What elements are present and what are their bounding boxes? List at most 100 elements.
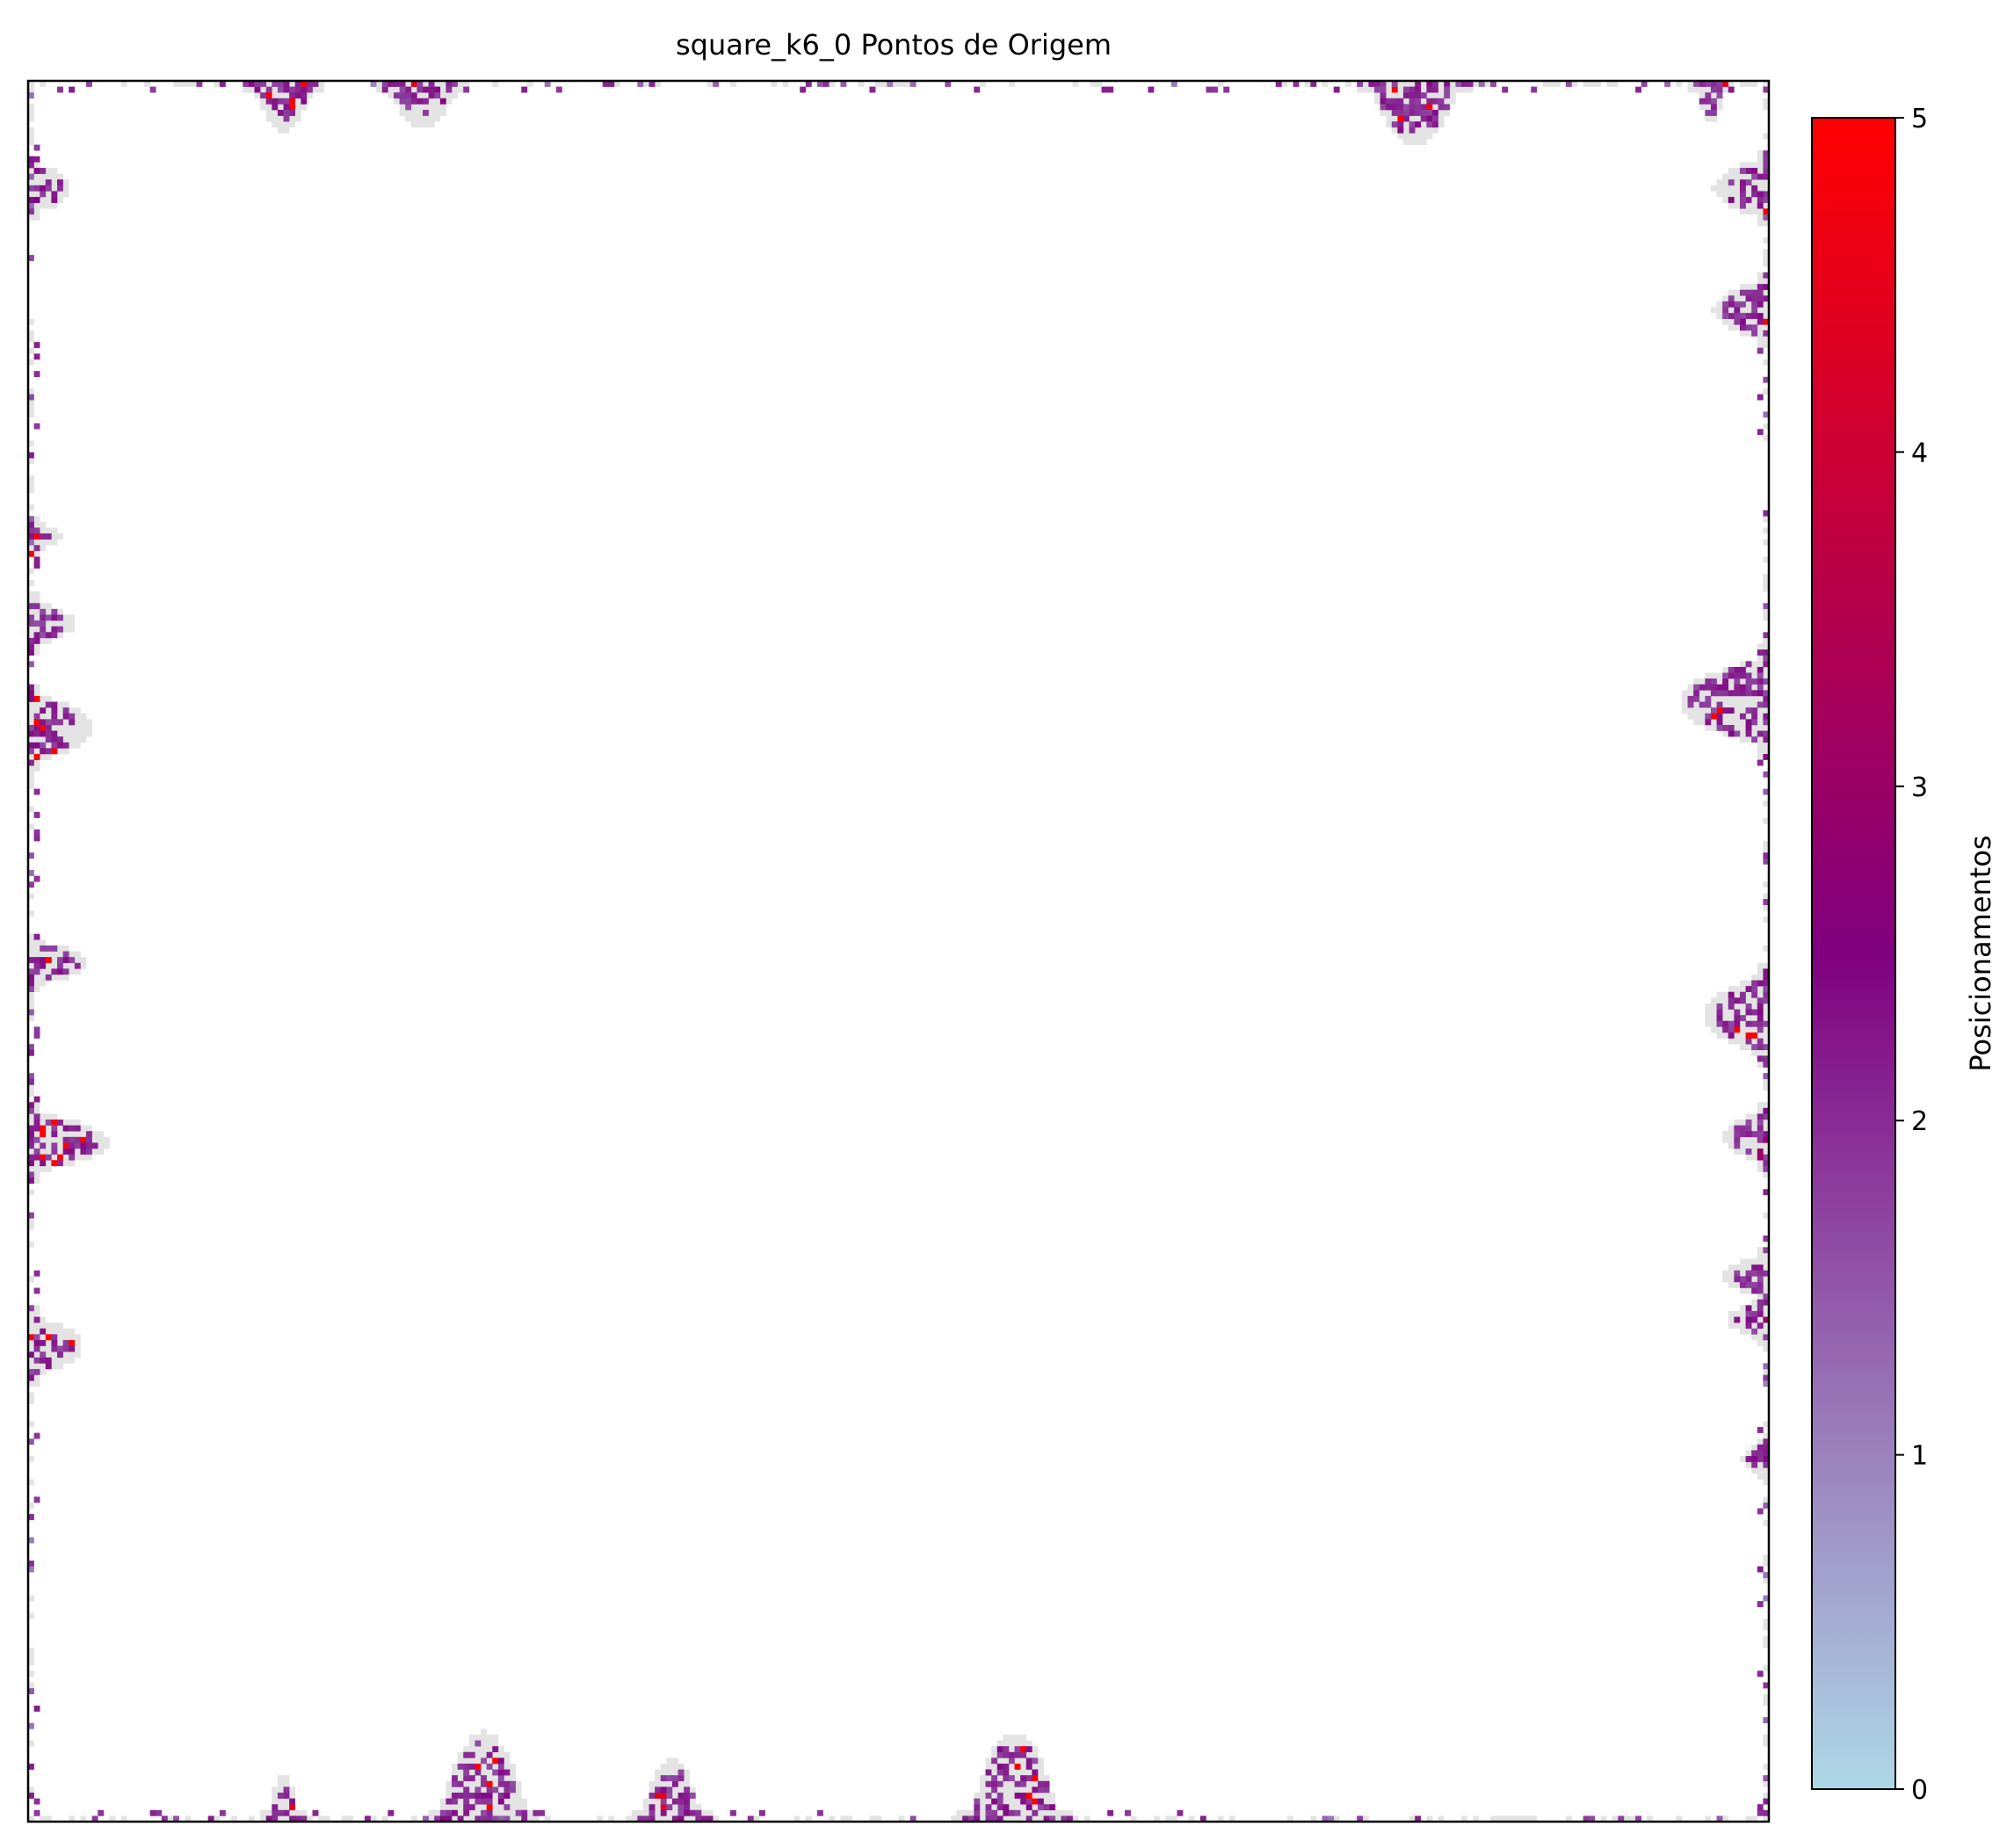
heatmap-halo-cell xyxy=(1554,81,1561,87)
heatmap-cell xyxy=(1043,1804,1050,1811)
heatmap-cell xyxy=(1728,1026,1735,1033)
heatmap-cell xyxy=(33,637,40,644)
heatmap-cell xyxy=(33,835,40,842)
heatmap-halo-cell xyxy=(660,1780,667,1787)
heatmap-cell xyxy=(1373,86,1380,93)
heatmap-cell xyxy=(1734,1009,1741,1016)
heatmap-cell xyxy=(1763,318,1770,325)
heatmap-cell xyxy=(1710,104,1717,111)
heatmap-halo-cell xyxy=(642,1809,649,1816)
heatmap-cell xyxy=(28,974,34,981)
heatmap-cell xyxy=(1380,104,1387,111)
heatmap-cell xyxy=(1705,110,1712,116)
heatmap-cell xyxy=(974,1804,981,1811)
heatmap-halo-cell xyxy=(1449,86,1456,93)
heatmap-halo-cell xyxy=(40,603,47,610)
heatmap-cell xyxy=(1426,81,1433,87)
heatmap-halo-cell xyxy=(1037,1769,1044,1776)
heatmap-halo-cell xyxy=(28,133,34,140)
heatmap-cell xyxy=(840,81,847,87)
heatmap-cell xyxy=(1426,104,1433,111)
heatmap-cell xyxy=(1757,1009,1764,1016)
heatmap-halo-cell xyxy=(57,724,63,731)
heatmap-cell xyxy=(1757,730,1764,737)
heatmap-halo-cell xyxy=(45,608,52,615)
heatmap-cell xyxy=(1745,289,1752,296)
heatmap-halo-cell xyxy=(510,1804,516,1811)
heatmap-cell xyxy=(1757,1276,1764,1283)
heatmap-cell xyxy=(74,1136,81,1143)
heatmap-halo-cell xyxy=(1728,1136,1735,1143)
heatmap-cell xyxy=(399,92,406,99)
heatmap-halo-cell xyxy=(28,777,34,784)
heatmap-halo-cell xyxy=(1763,1780,1770,1787)
heatmap-cell xyxy=(1763,678,1770,685)
heatmap-cell xyxy=(1728,724,1735,731)
heatmap-halo-cell xyxy=(45,1136,52,1143)
heatmap-cell xyxy=(1757,394,1764,401)
heatmap-cell xyxy=(481,1757,487,1765)
heatmap-cell xyxy=(1426,121,1433,128)
heatmap-halo-cell xyxy=(28,1323,34,1330)
heatmap-halo-cell xyxy=(33,1160,40,1167)
heatmap-cell xyxy=(1739,1015,1746,1022)
heatmap-halo-cell xyxy=(1757,1461,1764,1468)
heatmap-halo-cell xyxy=(1728,1316,1735,1323)
heatmap-halo-cell xyxy=(62,701,69,708)
heatmap-halo-cell xyxy=(40,753,47,760)
heatmap-halo-cell xyxy=(1763,579,1770,586)
heatmap-halo-cell xyxy=(1281,81,1288,87)
heatmap-halo-cell xyxy=(481,1804,487,1811)
heatmap-halo-cell xyxy=(28,214,34,221)
heatmap-halo-cell xyxy=(45,1131,52,1138)
heatmap-halo-cell xyxy=(28,1479,34,1486)
heatmap-halo-cell xyxy=(40,179,47,186)
heatmap-cell xyxy=(1763,1247,1770,1254)
colorbar-label: Posicionamentos xyxy=(1964,835,1997,1071)
heatmap-cell xyxy=(62,707,69,714)
heatmap-halo-cell xyxy=(1571,81,1578,87)
heatmap-cell xyxy=(1763,661,1770,668)
heatmap-halo-cell xyxy=(74,951,81,958)
heatmap-halo-cell xyxy=(178,81,185,87)
heatmap-halo-cell xyxy=(446,98,453,105)
heatmap-halo-cell xyxy=(40,173,47,180)
heatmap-cell xyxy=(1739,991,1746,998)
heatmap-cell xyxy=(1763,162,1770,169)
heatmap-halo-cell xyxy=(1739,1265,1746,1271)
heatmap-cell xyxy=(283,1809,290,1816)
heatmap-cell xyxy=(648,81,656,87)
heatmap-halo-cell xyxy=(376,86,383,93)
heatmap-halo-cell xyxy=(294,1809,301,1816)
heatmap-halo-cell xyxy=(1014,1786,1021,1794)
heatmap-halo-cell xyxy=(1745,1450,1752,1457)
heatmap-halo-cell xyxy=(991,1804,998,1811)
heatmap-halo-cell xyxy=(1426,133,1433,140)
heatmap-cell xyxy=(1757,1149,1764,1155)
heatmap-halo-cell xyxy=(57,748,63,755)
heatmap-halo-cell xyxy=(1763,1339,1770,1346)
heatmap-halo-cell xyxy=(1728,1270,1735,1277)
heatmap-halo-cell xyxy=(1757,185,1764,192)
heatmap-halo-cell xyxy=(394,86,400,93)
heatmap-halo-cell xyxy=(950,1815,957,1823)
heatmap-halo-cell xyxy=(991,1763,998,1770)
heatmap-cell xyxy=(1722,81,1729,87)
heatmap-cell xyxy=(1757,1270,1764,1277)
heatmap-cell xyxy=(817,1809,823,1816)
heatmap-cell xyxy=(1003,1746,1010,1753)
heatmap-cell xyxy=(1699,98,1706,105)
heatmap-cell xyxy=(272,81,279,87)
heatmap-halo-cell xyxy=(399,104,406,111)
heatmap-halo-cell xyxy=(1739,1120,1746,1126)
heatmap-halo-cell xyxy=(57,1339,63,1346)
heatmap-halo-cell xyxy=(1751,730,1758,737)
heatmap-cell xyxy=(28,1722,34,1729)
heatmap-halo-cell xyxy=(1745,1136,1752,1143)
heatmap-cell xyxy=(1664,81,1671,87)
heatmap-cell xyxy=(486,1809,493,1816)
heatmap-halo-cell xyxy=(1763,608,1770,615)
heatmap-cell xyxy=(33,829,40,836)
heatmap-cell xyxy=(428,86,435,93)
heatmap-cell xyxy=(1734,318,1741,325)
